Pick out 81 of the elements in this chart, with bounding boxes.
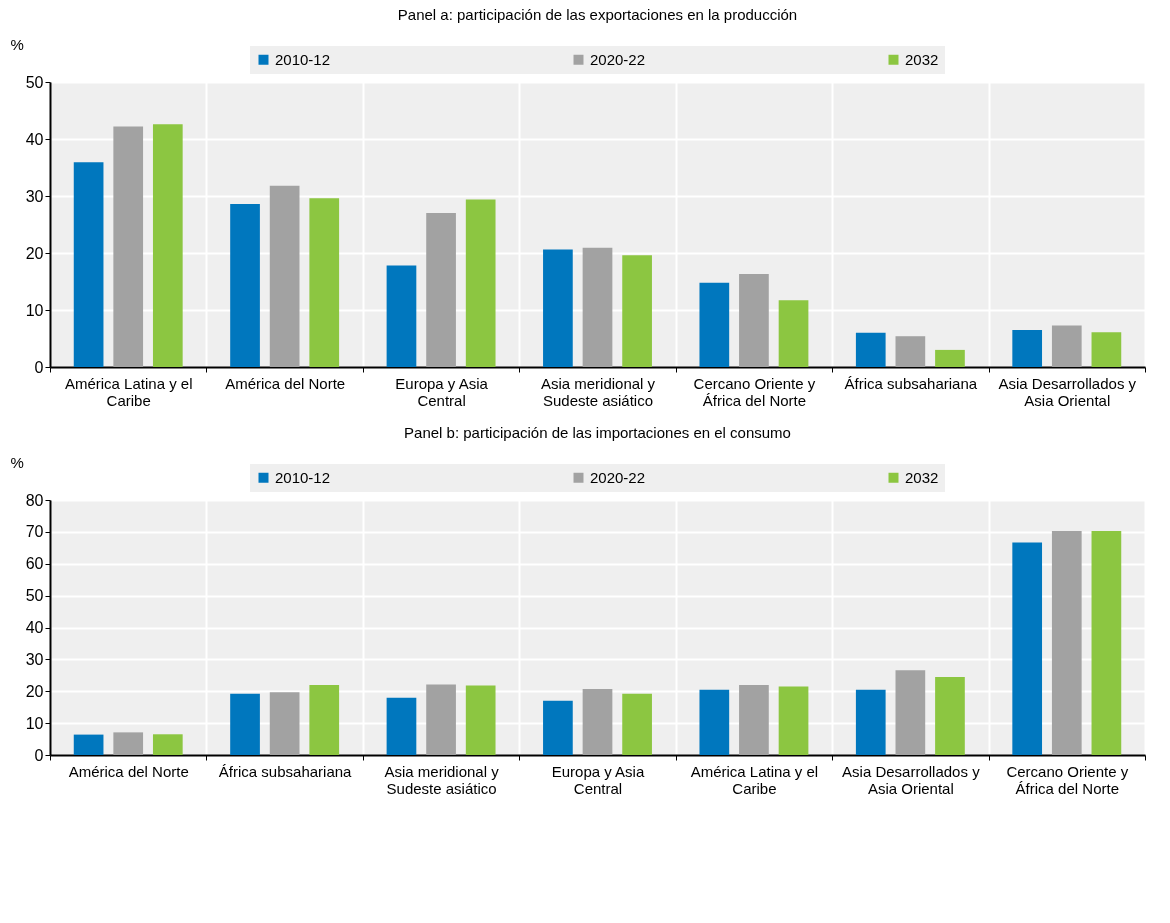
x-tick-label: Asia Desarrollados y Asia Oriental bbox=[998, 374, 1137, 409]
bar bbox=[465, 199, 496, 367]
x-tick-label: Cercano Oriente y África del Norte bbox=[693, 374, 816, 409]
x-tick-label: Europa y Asia Central bbox=[395, 374, 489, 409]
bar bbox=[426, 213, 456, 367]
y-tick-label: 30 bbox=[25, 650, 44, 668]
legend-label: 2020-22 bbox=[590, 50, 646, 68]
bar bbox=[622, 693, 652, 755]
bar bbox=[778, 686, 809, 755]
bar bbox=[739, 684, 769, 755]
y-tick-label: 10 bbox=[25, 714, 44, 732]
bar bbox=[309, 684, 340, 755]
bar bbox=[855, 689, 886, 755]
bar bbox=[855, 332, 886, 367]
bar bbox=[426, 684, 456, 755]
bar bbox=[152, 124, 183, 367]
bar bbox=[935, 349, 965, 367]
bar bbox=[1012, 542, 1043, 755]
x-tick-label: África subsahariana bbox=[844, 374, 978, 392]
y-tick-label: 0 bbox=[34, 358, 44, 376]
bar bbox=[543, 700, 573, 755]
legend-label: 2010-12 bbox=[275, 50, 331, 68]
bar bbox=[269, 692, 300, 755]
bar bbox=[1012, 329, 1043, 367]
legend-label: 2020-22 bbox=[590, 468, 646, 486]
bar bbox=[895, 336, 926, 367]
bar bbox=[152, 734, 183, 755]
bar bbox=[1051, 325, 1082, 367]
bar bbox=[73, 734, 104, 755]
x-tick-label: América Latina y el Caribe bbox=[690, 762, 819, 797]
bar bbox=[309, 198, 340, 367]
bar bbox=[73, 162, 104, 367]
y-tick-label: 20 bbox=[25, 682, 44, 700]
x-tick-label: Europa y Asia Central bbox=[551, 762, 645, 797]
bar bbox=[113, 732, 144, 755]
y-tick-label: 80 bbox=[25, 491, 44, 509]
bar bbox=[113, 126, 144, 367]
bar bbox=[1051, 530, 1082, 755]
legend-label: 2032 bbox=[905, 468, 939, 486]
bar bbox=[269, 185, 300, 367]
y-tick-label: 70 bbox=[25, 523, 44, 541]
bar bbox=[230, 203, 260, 367]
bar bbox=[699, 689, 730, 755]
bar bbox=[1091, 332, 1122, 367]
x-tick-label: Asia Desarrollados y Asia Oriental bbox=[842, 762, 981, 797]
chart-title: Panel a: participación de las exportaciones en la producción bbox=[397, 6, 798, 23]
y-tick-label: 50 bbox=[25, 587, 44, 605]
bar bbox=[582, 689, 613, 755]
bar bbox=[778, 300, 809, 367]
y-tick-label: 50 bbox=[25, 73, 44, 91]
bar bbox=[582, 247, 613, 367]
bar bbox=[739, 274, 769, 367]
bar bbox=[895, 670, 926, 755]
chart-title: Panel b: participación de las importaciones en el consumo bbox=[404, 424, 791, 441]
legend-label: 2010-12 bbox=[275, 468, 331, 486]
y-axis-title: % bbox=[10, 453, 24, 471]
x-tick-label: Asia meridional y Sudeste asiático bbox=[384, 762, 500, 797]
bar bbox=[699, 282, 730, 367]
x-tick-label: Asia meridional y Sudeste asiático bbox=[540, 374, 656, 409]
bar bbox=[1091, 530, 1122, 755]
bar bbox=[465, 685, 496, 755]
legend-label: 2032 bbox=[905, 50, 939, 68]
x-tick-label: Cercano Oriente y África del Norte bbox=[1006, 762, 1129, 797]
bar bbox=[230, 693, 260, 755]
y-tick-label: 60 bbox=[25, 555, 44, 573]
y-tick-label: 40 bbox=[25, 619, 44, 636]
x-tick-label: América Latina y el Caribe bbox=[64, 374, 193, 409]
bar bbox=[386, 697, 417, 755]
bar bbox=[386, 265, 417, 367]
y-tick-label: 10 bbox=[25, 301, 44, 319]
bar bbox=[622, 255, 652, 367]
y-tick-label: 0 bbox=[34, 746, 44, 764]
bar bbox=[935, 676, 965, 755]
x-tick-label: América del Norte bbox=[68, 762, 189, 780]
y-axis-title: % bbox=[10, 35, 24, 53]
x-tick-label: América del Norte bbox=[225, 374, 346, 392]
y-tick-label: 20 bbox=[25, 244, 44, 262]
x-tick-label: África subsahariana bbox=[218, 762, 353, 780]
y-tick-label: 40 bbox=[25, 130, 44, 148]
bar bbox=[543, 249, 573, 367]
y-tick-label: 30 bbox=[25, 187, 44, 205]
